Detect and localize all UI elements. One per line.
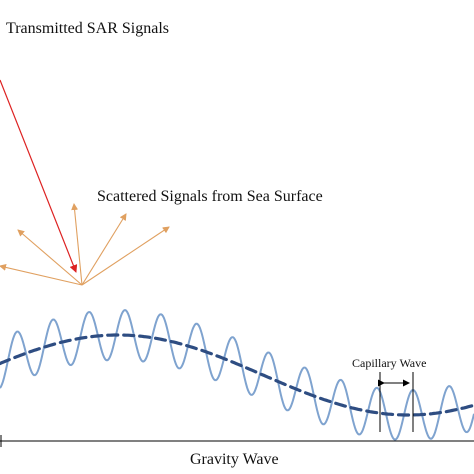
- scattered-arrow-2: [17, 229, 83, 286]
- scattered-arrow-3: [71, 203, 83, 286]
- scattered-signals-label: Scattered Signals from Sea Surface: [97, 188, 323, 205]
- scattered-arrow-4: [81, 213, 127, 286]
- gravity-wave-label: Gravity Wave: [190, 451, 279, 468]
- capillary-wave: [0, 309, 474, 441]
- gravity-wavelength-marker: [0, 435, 474, 447]
- scattered-signal-arrows: [0, 203, 170, 286]
- capillary-wavelength-marker: [378, 372, 414, 432]
- capillary-wave-label: Capillary Wave: [352, 356, 427, 370]
- transmitted-signals-label: Transmitted SAR Signals: [6, 20, 169, 37]
- scattered-arrow-5: [81, 226, 170, 286]
- scattered-arrow-1: [0, 263, 83, 286]
- gravity-wave: [0, 333, 474, 417]
- incident-signal-arrow: [0, 79, 78, 273]
